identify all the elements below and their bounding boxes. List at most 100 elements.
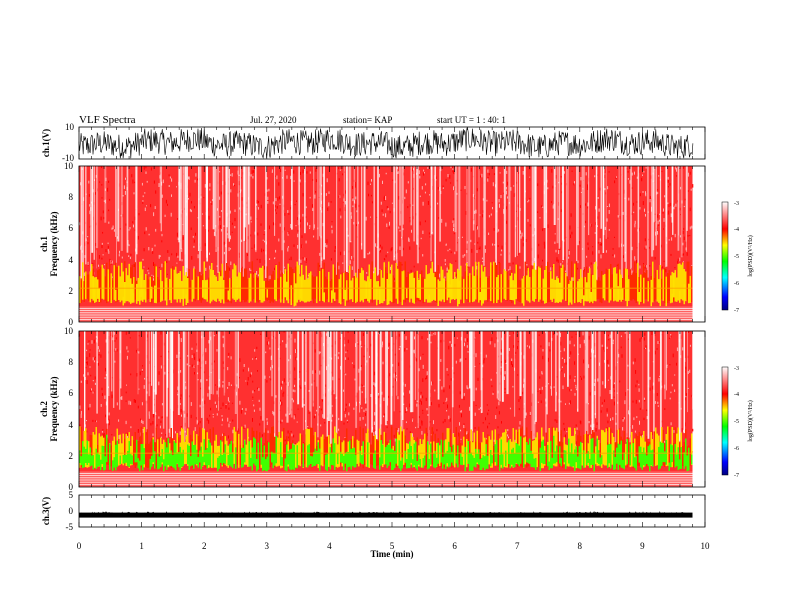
spectrogram-lowband xyxy=(431,427,433,465)
spectrogram-lowband xyxy=(166,447,168,470)
spectrogram-speckle xyxy=(358,204,360,208)
spectrogram-streak xyxy=(605,166,607,239)
spectrogram-speckle xyxy=(154,244,156,247)
spectrogram-speckle xyxy=(478,408,480,411)
spectrogram-speckle xyxy=(522,391,524,395)
spectrogram-lowband xyxy=(128,441,130,467)
spectrogram-speckle xyxy=(212,416,214,418)
spectrogram-speckle xyxy=(679,207,681,211)
spectrogram-speckle xyxy=(512,262,514,265)
spectrogram-speckle xyxy=(93,390,95,394)
spectrogram-speckle xyxy=(191,355,193,358)
spectrogram-speckle xyxy=(373,421,375,426)
ch1-colorbar-gradient xyxy=(721,201,729,311)
spectrogram-lowband xyxy=(559,446,561,464)
spectrogram-streak xyxy=(514,166,516,258)
spectrogram-lowband xyxy=(89,447,91,467)
spectrogram-lowband xyxy=(275,265,277,302)
spectrogram-lowband xyxy=(628,279,630,301)
spectrogram-speckle xyxy=(307,426,309,428)
spectrogram-speckle xyxy=(638,383,640,386)
spectrogram-speckle xyxy=(284,212,286,216)
spectrogram-speckle xyxy=(308,427,310,431)
spectrogram-speckle xyxy=(579,420,581,424)
spectrogram-speckle xyxy=(230,189,232,193)
spectrogram-speckle xyxy=(245,212,247,214)
spectrogram-lowband xyxy=(671,293,673,303)
spectrogram-speckle xyxy=(683,236,685,241)
spectrogram-speckle xyxy=(571,170,573,172)
spectrogram-speckle xyxy=(189,365,191,367)
spectrogram-speckle xyxy=(186,434,188,438)
spectrogram-speckle xyxy=(597,225,598,227)
spectrogram-lowband xyxy=(541,441,543,463)
spectrogram-speckle xyxy=(224,392,226,396)
spectrogram-speckle xyxy=(194,372,195,375)
spectrogram-speckle xyxy=(264,375,266,379)
spectrogram-lowband xyxy=(163,459,165,472)
spectrogram-streak xyxy=(474,166,476,271)
spectrogram-lowband xyxy=(307,278,309,302)
spectrogram-speckle xyxy=(633,211,635,214)
spectrogram-speckle xyxy=(114,360,116,363)
spectrogram-speckle xyxy=(411,169,413,172)
spectrogram-lowband xyxy=(379,457,381,470)
spectrogram-speckle xyxy=(627,170,629,173)
spectrogram-speckle xyxy=(574,181,575,185)
spectrogram-lowband xyxy=(233,263,235,300)
spectrogram-streak xyxy=(326,331,327,446)
spectrogram-speckle xyxy=(518,408,520,411)
spectrogram-speckle xyxy=(383,413,385,416)
spectrogram-streak xyxy=(533,331,536,439)
spectrogram-speckle xyxy=(513,345,515,348)
spectrogram-speckle xyxy=(345,408,347,412)
spectrogram-lowband xyxy=(502,432,504,468)
spectrogram-streak xyxy=(111,331,113,392)
spectrogram-lowband xyxy=(530,265,532,300)
spectrogram-speckle xyxy=(92,419,94,422)
spectrogram-line xyxy=(79,308,693,309)
spectrogram-speckle xyxy=(399,411,401,413)
spectrogram-speckle xyxy=(431,232,433,234)
spectrogram-streak xyxy=(410,166,412,226)
spectrogram-speckle xyxy=(632,400,634,403)
spectrogram-lowband xyxy=(529,277,531,302)
spectrogram-lowband xyxy=(142,287,144,302)
spectrogram-lowband xyxy=(680,447,682,469)
spectrogram-lowband xyxy=(436,457,438,467)
spectrogram-speckle xyxy=(266,380,268,383)
spectrogram-speckle xyxy=(477,377,479,381)
spectrogram-streak xyxy=(692,331,694,410)
spectrogram-speckle xyxy=(252,418,253,422)
spectrogram-lowband xyxy=(124,261,126,300)
spectrogram-speckle xyxy=(222,381,224,383)
spectrogram-lowband xyxy=(635,456,637,471)
spectrogram-speckle xyxy=(681,200,683,204)
spectrogram-speckle xyxy=(602,381,604,385)
spectrogram-speckle xyxy=(548,342,550,347)
spectrogram-lowband xyxy=(680,264,682,300)
spectrogram-speckle xyxy=(194,366,196,368)
spectrogram-speckle xyxy=(682,347,684,351)
spectrogram-lowband xyxy=(598,450,600,464)
spectrogram-speckle xyxy=(326,178,328,183)
ch3-waveform-panel: 5 0 -5 ch.3(V) 0 1 2 3 4 5 6 7 8 9 10 Time (min) xyxy=(41,490,710,559)
spectrogram-speckle xyxy=(319,252,321,256)
spectrogram-speckle xyxy=(450,182,452,184)
spectrogram-speckle xyxy=(356,402,357,407)
spectrogram-lowband xyxy=(638,277,640,301)
spectrogram-speckle xyxy=(613,384,615,388)
spectrogram-streak xyxy=(581,166,584,288)
spectrogram-speckle xyxy=(204,243,206,247)
ch2-colorbar: -3 -4 -5 -6 -7 log(PSD)(V²/Hz) xyxy=(721,366,754,479)
spectrogram-lowband xyxy=(449,446,451,467)
spectrogram-speckle xyxy=(667,186,669,188)
spectrogram-speckle xyxy=(507,181,509,186)
spectrogram-speckle xyxy=(663,208,664,212)
spectrogram-speckle xyxy=(382,361,384,365)
spectrogram-speckle xyxy=(674,389,676,392)
spectrogram-speckle xyxy=(368,193,369,197)
spectrogram-speckle xyxy=(130,373,132,376)
spectrogram-streak xyxy=(344,331,345,411)
spectrogram-speckle xyxy=(398,226,400,229)
